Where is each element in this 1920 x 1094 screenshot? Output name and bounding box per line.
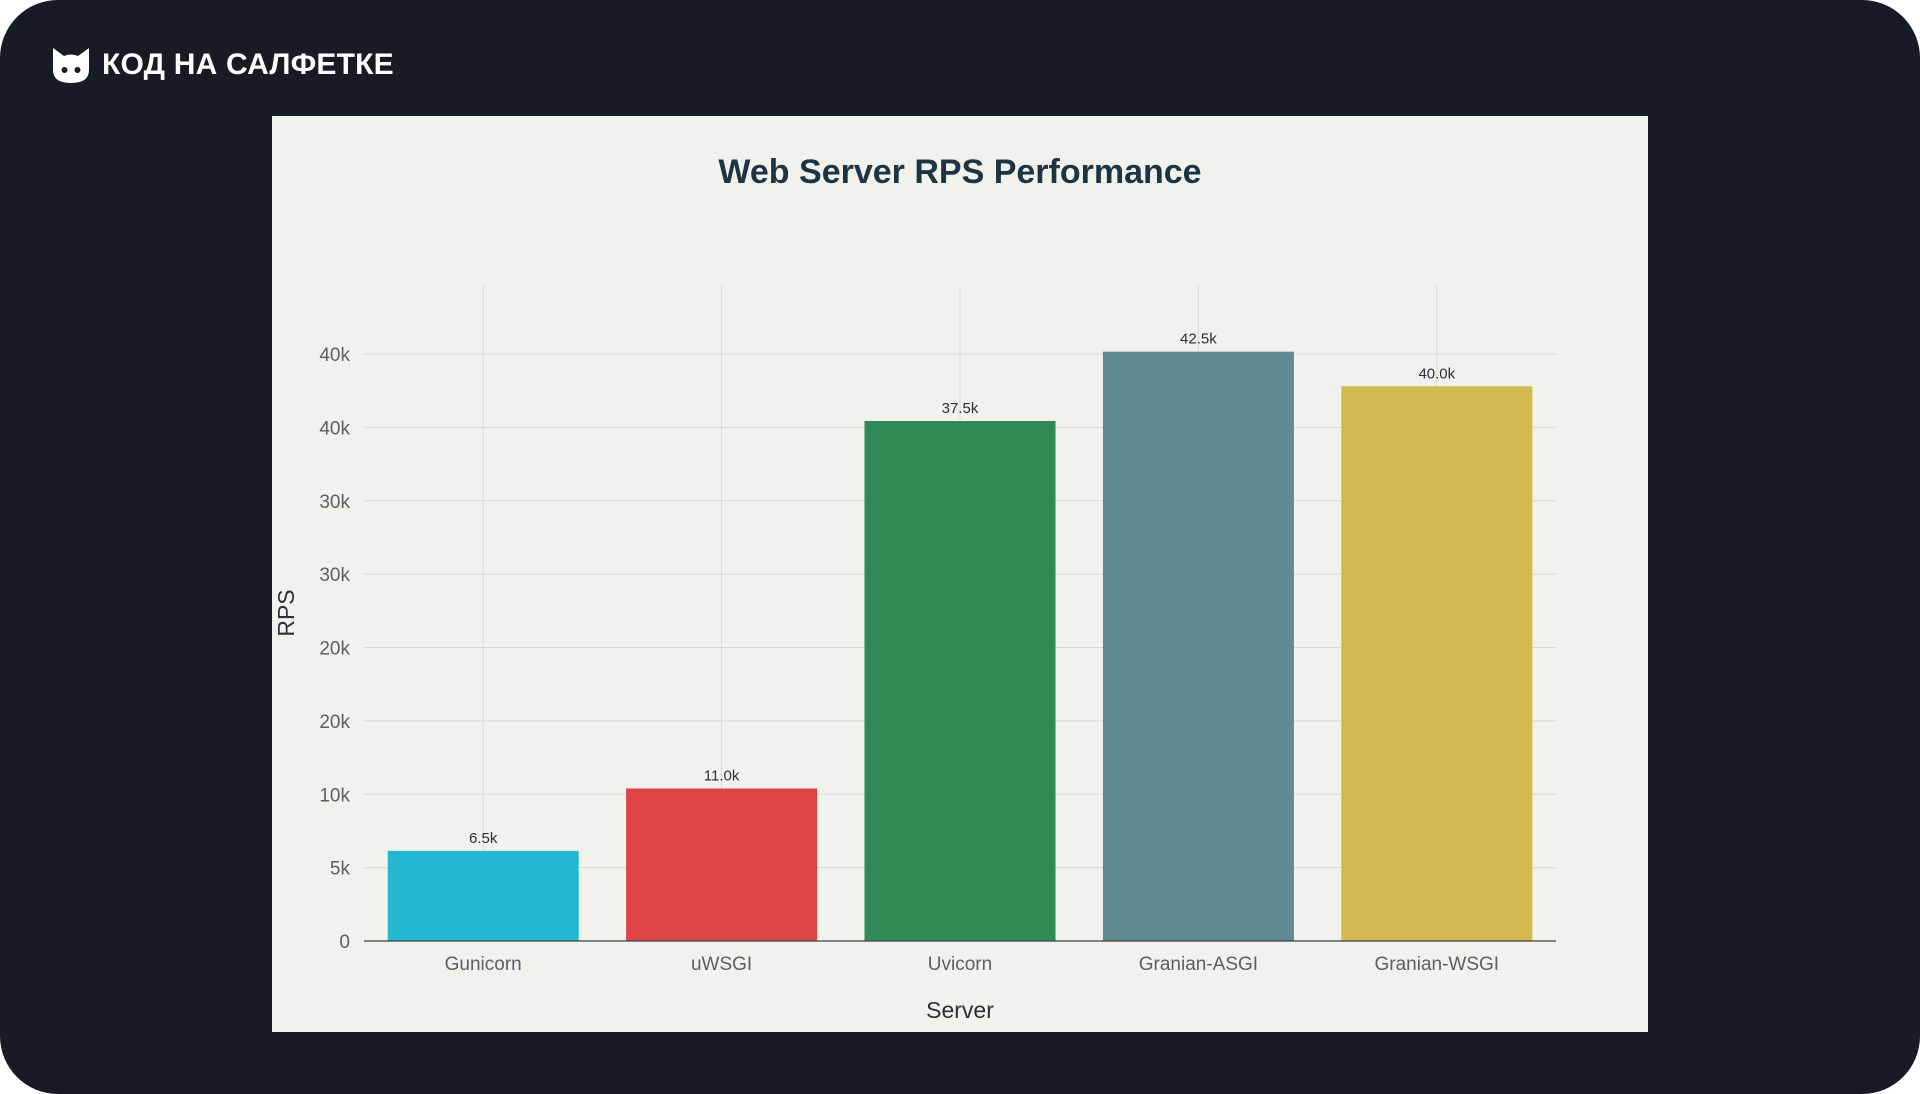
brand-header: КОД НА САЛФЕТКЕ (50, 42, 394, 88)
y-tick-label: 30k (319, 565, 350, 586)
data-label: 42.5k (1180, 331, 1217, 348)
bar-uvicorn (864, 421, 1056, 941)
data-label: 11.0k (704, 767, 740, 784)
chart-panel: Web Server RPS Performance 0 5k 10k 20k 20k 3… (272, 116, 1648, 1032)
bar-granian-wsgi (1341, 386, 1533, 941)
y-tick-label: 5k (330, 859, 351, 880)
x-tick-label: Granian-ASGI (1139, 954, 1258, 975)
y-tick-label: 10k (319, 785, 350, 806)
bar-chart: Web Server RPS Performance 0 5k 10k 20k 20k 3… (273, 153, 1556, 1023)
data-label: 40.0k (1418, 365, 1455, 382)
bar-uwsgi (626, 788, 818, 941)
x-tick-label: Gunicorn (445, 954, 522, 975)
y-tick-label: 20k (319, 712, 350, 733)
x-tick-label: uWSGI (691, 954, 752, 975)
x-axis-title: Server (926, 997, 994, 1023)
chart-title: Web Server RPS Performance (718, 153, 1201, 191)
bar-gunicorn (387, 850, 579, 941)
bars (387, 351, 1533, 941)
y-tick-label: 40k (319, 418, 350, 439)
y-tick-label: 20k (319, 639, 350, 660)
data-labels: 6.5k 11.0k 37.5k 42.5k 40.0k (469, 331, 1456, 847)
y-tick-label: 40k (319, 345, 350, 366)
y-axis-title: RPS (273, 589, 299, 636)
data-label: 6.5k (469, 830, 498, 847)
x-tick-label: Uvicorn (928, 954, 992, 975)
x-tick-labels: Gunicorn uWSGI Uvicorn Granian-ASGI Granian-… (445, 954, 1499, 975)
y-tick-label: 0 (339, 932, 350, 953)
y-tick-label: 30k (319, 492, 350, 513)
brand-name: КОД НА САЛФЕТКЕ (102, 48, 394, 81)
bar-granian-asgi (1102, 351, 1294, 941)
y-tick-labels: 0 5k 10k 20k 20k 30k 30k 40k 40k (319, 345, 350, 953)
data-label: 37.5k (942, 400, 979, 417)
cat-face-icon (53, 48, 89, 83)
x-tick-label: Granian-WSGI (1375, 954, 1500, 975)
